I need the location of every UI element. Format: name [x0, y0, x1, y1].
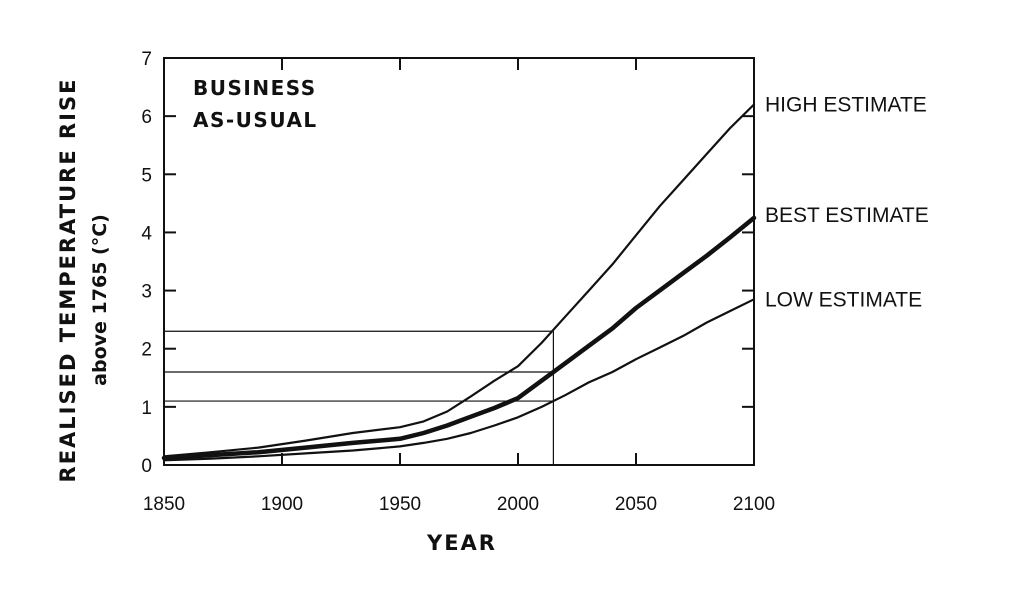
- y-tick-label: 7: [141, 49, 152, 70]
- x-tick-label: 2050: [615, 494, 657, 515]
- series-labels: HIGH ESTIMATE BEST ESTIMATE LOW ESTIMATE: [765, 94, 929, 312]
- y-tick-labels: 0 1 2 3 4 5 6 7: [141, 49, 152, 477]
- y-tick-label: 5: [141, 165, 152, 186]
- x-tick-label: 1950: [379, 494, 421, 515]
- x-tick-label: 2000: [497, 494, 539, 515]
- y-tick-label: 2: [141, 340, 152, 361]
- series-lines: [161, 103, 757, 462]
- high-estimate-line: [162, 103, 756, 458]
- annotation-as-usual: AS-USUAL: [193, 108, 318, 132]
- best-estimate-line: [161, 215, 757, 461]
- y-tick-label: 0: [141, 456, 152, 477]
- y-tick-label: 4: [141, 223, 152, 244]
- label-low-estimate: LOW ESTIMATE: [765, 288, 922, 311]
- y-axis-subtitle: above 1765 (°C): [89, 214, 111, 386]
- label-high-estimate: HIGH ESTIMATE: [765, 94, 927, 117]
- x-tick-label: 1900: [261, 494, 303, 515]
- x-tick-label: 1850: [143, 494, 185, 515]
- x-tick-labels: 1850 1900 1950 2000 2050 2100: [143, 494, 775, 515]
- reference-lines: [164, 330, 555, 465]
- y-tick-label: 6: [141, 107, 152, 128]
- annotation-business: BUSINESS: [193, 76, 317, 100]
- low-estimate-line: [162, 298, 756, 462]
- y-tick-label: 3: [141, 282, 152, 303]
- plot-frame: [163, 57, 755, 466]
- x-tick-label: 2100: [733, 494, 775, 515]
- x-axis-title: YEAR: [426, 531, 497, 555]
- tick-marks: [163, 57, 755, 466]
- y-axis-title: REALISED TEMPERATURE RISE: [56, 78, 80, 483]
- label-best-estimate: BEST ESTIMATE: [765, 204, 929, 227]
- y-tick-label: 1: [141, 398, 152, 419]
